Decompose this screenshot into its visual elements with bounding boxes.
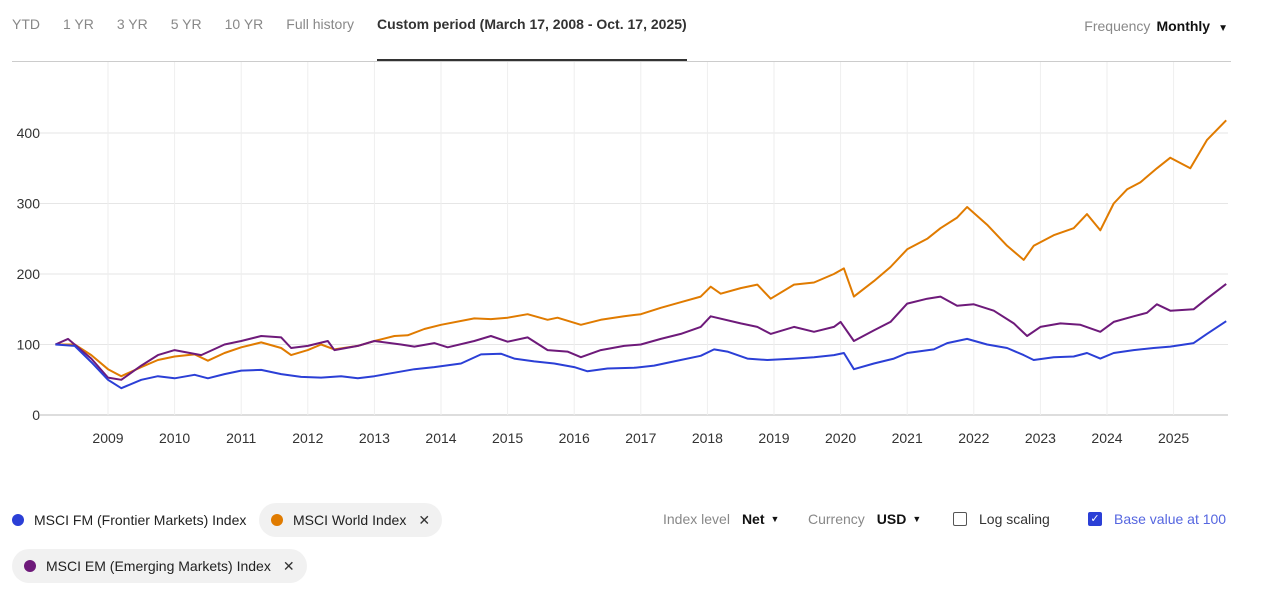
x-tick-label: 2012 [292,430,323,446]
log-scaling-label: Log scaling [979,511,1050,527]
fm-dot-icon [12,514,24,526]
close-icon[interactable]: ✕ [282,557,295,574]
x-tick-label: 2013 [359,430,390,446]
frequency-select[interactable]: Frequency Monthly ▼ [1084,18,1228,34]
legend-label: MSCI FM (Frontier Markets) Index [34,512,247,528]
tab-5yr[interactable]: 5 YR [170,16,202,32]
x-tick-label: 2015 [492,430,523,446]
tab-1yr[interactable]: 1 YR [63,16,94,32]
x-tick-label: 2014 [425,430,456,446]
series-line-1 [55,119,1227,378]
tabs-divider [12,61,1231,62]
x-tick-label: 2016 [559,430,590,446]
caret-down-icon: ▼ [770,514,780,524]
index-level-select[interactable]: Index level Net ▼ [663,511,779,527]
checkmark-icon: ✓ [1088,512,1102,526]
currency-select[interactable]: Currency USD ▼ [808,511,921,527]
frequency-value: Monthly [1156,18,1211,34]
x-tick-label: 2010 [159,430,190,446]
x-tick-label: 2011 [226,430,256,446]
tab-full-history[interactable]: Full history [286,16,354,32]
currency-label: Currency [808,511,865,527]
currency-value: USD [876,511,907,527]
legend-label: MSCI World Index [293,512,407,528]
base-value-label: Base value at 100 [1114,511,1227,527]
legend-item-fm[interactable]: MSCI FM (Frontier Markets) Index [0,503,258,537]
tab-3yr[interactable]: 3 YR [116,16,148,32]
series-line-0 [55,320,1227,390]
checkbox-unchecked-icon [953,512,967,526]
tab-10yr[interactable]: 10 YR [224,16,264,32]
legend-label: MSCI EM (Emerging Markets) Index [46,558,271,574]
base-value-checkbox[interactable]: ✓ Base value at 100 [1088,511,1226,527]
em-dot-icon [24,560,36,572]
legend-item-em[interactable]: MSCI EM (Emerging Markets) Index ✕ [12,549,307,583]
world-dot-icon [271,514,283,526]
x-tick-label: 2009 [92,430,123,446]
x-tick-label: 2021 [892,430,923,446]
tab-custom-period[interactable]: Custom period (March 17, 2008 - Oct. 17,… [376,16,687,61]
close-icon[interactable]: ✕ [418,511,431,528]
y-tick-label: 0 [32,407,40,423]
x-tick-label: 2019 [758,430,789,446]
frequency-label: Frequency [1084,18,1151,34]
log-scaling-checkbox[interactable]: Log scaling [953,511,1050,527]
y-tick-label: 200 [17,266,41,282]
x-tick-label: 2017 [625,430,656,446]
x-tick-label: 2018 [692,430,723,446]
y-tick-label: 400 [17,125,41,141]
x-tick-label: 2025 [1158,430,1189,446]
tab-ytd[interactable]: YTD [12,16,40,32]
series-line-2 [54,283,1227,381]
legend-item-world[interactable]: MSCI World Index ✕ [259,503,443,537]
x-tick-label: 2024 [1091,430,1122,446]
caret-down-icon: ▼ [912,514,922,524]
period-tabs: YTD 1 YR 3 YR 5 YR 10 YR Full history Cu… [12,16,710,61]
line-chart: 0 100 200 300 400 2009 2010 2011 2012 2013 2014 201… [17,62,1228,446]
x-tick-label: 2022 [958,430,989,446]
y-tick-label: 100 [17,337,41,353]
x-tick-label: 2020 [825,430,856,446]
caret-down-icon: ▼ [1218,23,1228,34]
index-level-value: Net [741,511,765,527]
x-tick-label: 2023 [1025,430,1056,446]
y-tick-label: 300 [17,196,41,212]
index-level-label: Index level [663,511,730,527]
